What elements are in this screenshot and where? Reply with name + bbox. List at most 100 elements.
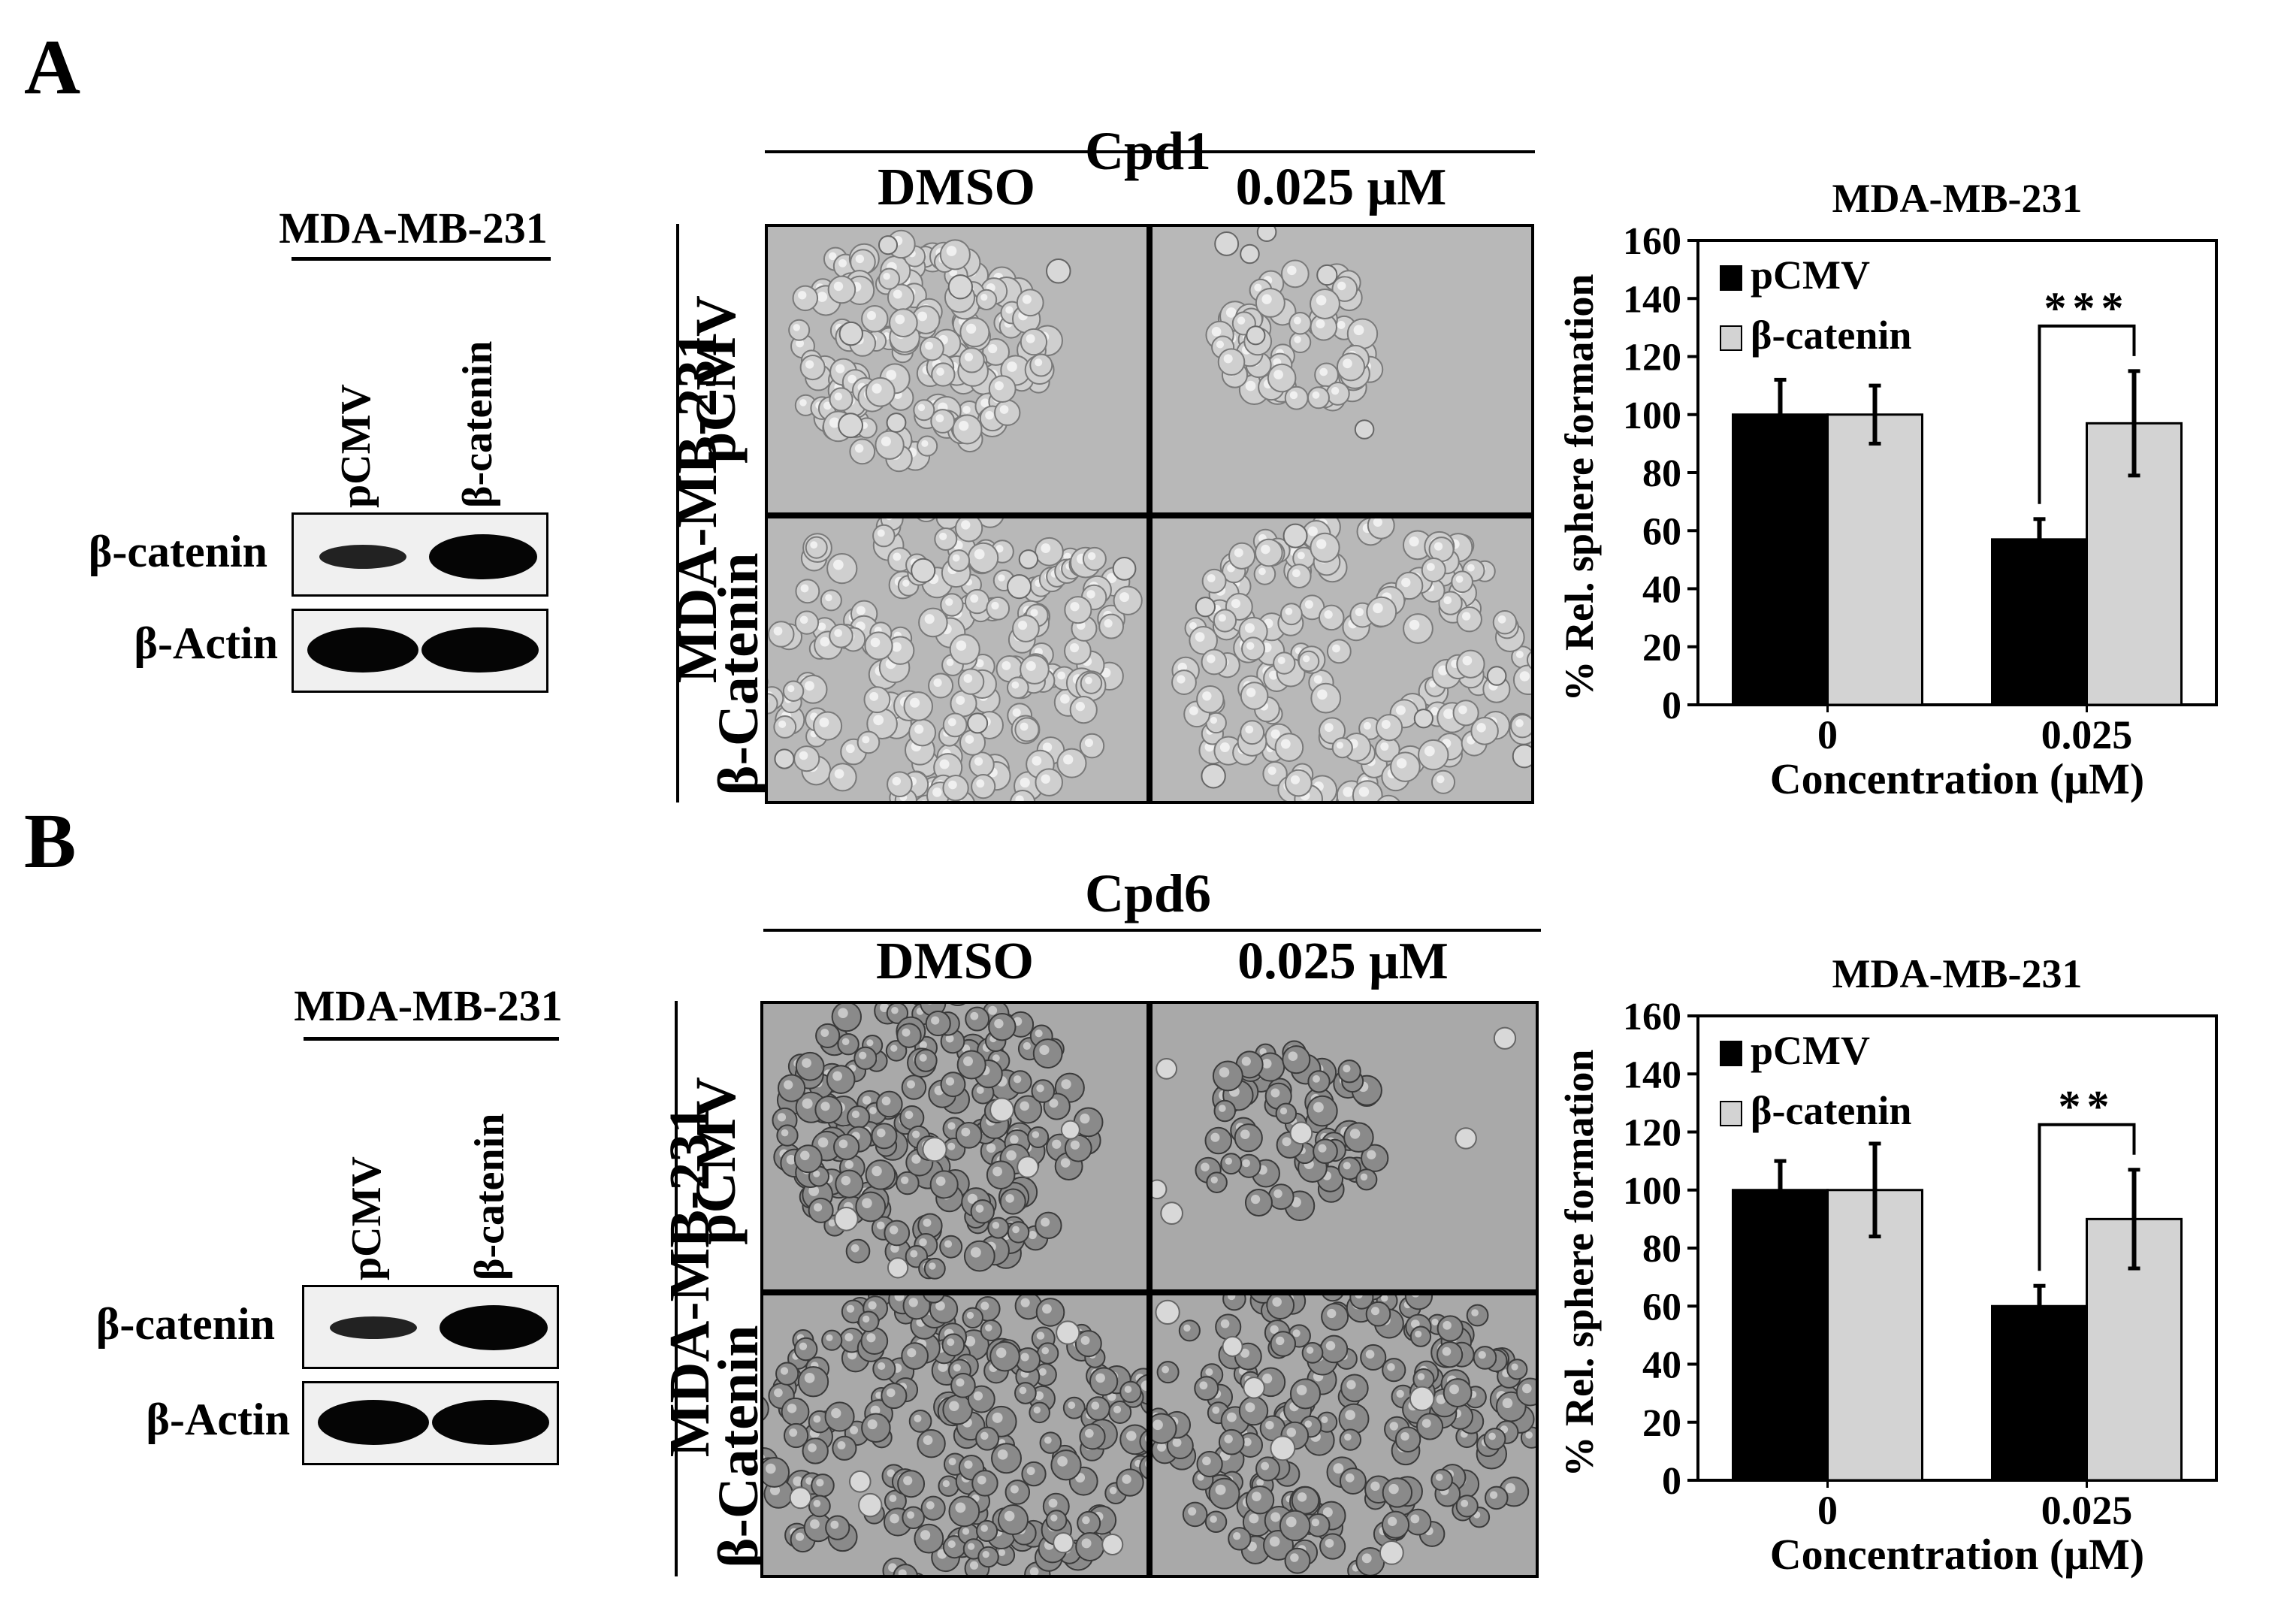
cell — [1467, 1305, 1488, 1326]
cell-highlight — [1224, 1434, 1232, 1443]
cell-highlight — [873, 715, 884, 725]
cell-highlight — [810, 541, 817, 549]
cell-highlight — [1224, 354, 1233, 363]
cell-highlight — [886, 370, 896, 380]
cell-highlight — [949, 1401, 959, 1410]
cell-highlight — [1085, 677, 1092, 685]
band-pcmv-beta-actin — [318, 1400, 429, 1445]
cell — [1229, 543, 1255, 569]
cell — [931, 410, 954, 433]
cell-highlight — [1153, 1419, 1163, 1430]
y-tick-label: 160 — [1623, 220, 1681, 263]
cell-highlight — [774, 1389, 783, 1398]
cell — [832, 1437, 856, 1460]
cell-highlight — [1280, 1108, 1287, 1114]
cell — [1241, 682, 1268, 709]
cell — [826, 1516, 849, 1540]
cell-highlight — [1390, 1422, 1398, 1430]
cell — [1047, 1510, 1066, 1530]
cell-highlight — [1431, 1319, 1438, 1325]
cell — [809, 1495, 830, 1516]
cell-highlight — [966, 324, 976, 334]
cell-highlight — [1202, 1457, 1211, 1466]
cell — [942, 1334, 964, 1356]
cell — [1320, 1534, 1345, 1558]
cell — [834, 1135, 859, 1159]
cell-highlight — [1068, 1401, 1075, 1409]
cell-highlight — [1443, 1347, 1452, 1356]
cell — [1113, 558, 1136, 580]
condition-label-dmso: DMSO — [763, 932, 1146, 992]
cell-highlight — [867, 311, 876, 320]
cell — [1444, 1379, 1472, 1407]
cell-highlight — [976, 779, 984, 787]
cell-highlight — [778, 721, 786, 728]
cell-highlight — [866, 1333, 875, 1342]
cell — [1311, 684, 1340, 713]
cell — [1197, 686, 1223, 712]
cell-highlight — [1520, 671, 1530, 681]
cell-highlight — [1270, 730, 1279, 739]
cell-highlight — [1034, 1407, 1041, 1413]
cell-highlight — [1006, 1150, 1017, 1161]
cell — [1030, 354, 1052, 376]
cell — [826, 1402, 854, 1431]
x-axis-label: Concentration (μM) — [1770, 754, 2144, 803]
cell-highlight — [1085, 1429, 1094, 1438]
cell-highlight — [877, 1129, 886, 1138]
cell — [858, 732, 880, 754]
cell-highlight — [1076, 702, 1085, 711]
cell-highlight — [985, 1324, 992, 1331]
cell — [1269, 1184, 1294, 1209]
micrograph-a-catenin-dose — [1150, 515, 1534, 804]
cell-highlight — [983, 1551, 989, 1558]
cell-highlight — [1443, 597, 1452, 605]
cell — [1281, 603, 1302, 624]
cell-highlight — [878, 1362, 885, 1370]
cell-highlight — [1020, 1102, 1029, 1111]
cell-highlight — [1219, 1067, 1230, 1078]
cell-highlight — [1261, 295, 1271, 304]
cell-highlight — [1113, 1406, 1121, 1413]
cell — [1020, 550, 1038, 568]
cell-highlight — [1021, 1353, 1029, 1361]
y-tick-label: 120 — [1623, 337, 1681, 379]
cell-highlight — [890, 1226, 898, 1234]
y-tick-label: 20 — [1642, 627, 1681, 669]
cell-highlight — [1070, 602, 1079, 611]
cell-highlight — [1325, 723, 1334, 732]
cell — [932, 363, 954, 385]
cell-highlight — [1503, 1398, 1513, 1409]
cell-highlight — [1042, 1304, 1052, 1313]
cell-highlight — [1032, 1131, 1039, 1138]
cell — [897, 1023, 920, 1047]
cell — [784, 1424, 808, 1447]
cell — [923, 1138, 946, 1161]
cell-highlight — [1082, 1516, 1090, 1525]
cell-highlight — [893, 777, 901, 785]
cell-highlight — [1126, 1431, 1137, 1441]
cell — [990, 1099, 1014, 1122]
cell-highlight — [838, 1441, 846, 1449]
cell-highlight — [929, 1262, 935, 1269]
cell — [1344, 1123, 1373, 1152]
cell-highlight — [1049, 1499, 1058, 1508]
cell-highlight — [808, 1443, 817, 1452]
cell-highlight — [1023, 1042, 1031, 1050]
cell-highlight — [1018, 621, 1027, 630]
cell-highlight — [820, 637, 829, 647]
cell — [1437, 1342, 1462, 1367]
cell — [774, 716, 796, 738]
cell — [1034, 1039, 1062, 1068]
cell — [1494, 611, 1516, 633]
lane-label-pcmv: pCMV — [343, 1156, 391, 1280]
cell-highlight — [977, 1087, 984, 1094]
blot-row-label-beta-catenin: β-catenin — [38, 1298, 275, 1350]
cell — [919, 609, 947, 637]
cell-highlight — [1312, 1519, 1319, 1526]
cell — [1494, 1028, 1515, 1049]
cell-highlight — [1461, 1500, 1468, 1507]
cell — [1340, 1404, 1369, 1434]
cell-highlight — [1063, 754, 1073, 764]
legend-swatch — [1720, 326, 1742, 350]
